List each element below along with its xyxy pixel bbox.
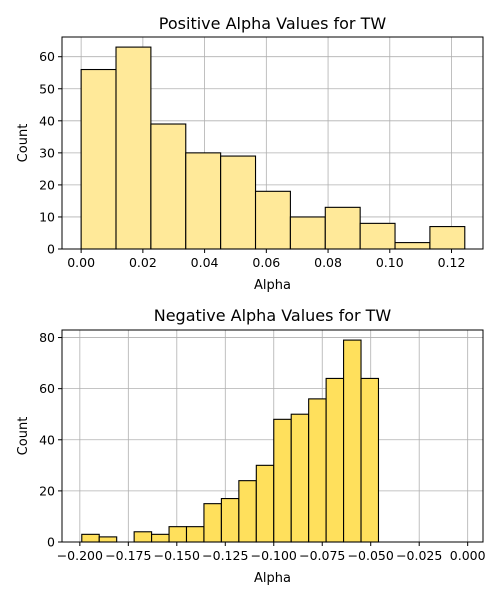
histogram-bar <box>81 533 100 543</box>
x-ticks: 0.00 0.02 0.04 0.06 0.08 0.10 0.12 <box>67 249 465 270</box>
histogram-bar <box>220 498 240 543</box>
bars <box>80 46 466 250</box>
histogram-bar <box>150 123 187 250</box>
histogram-bar <box>325 377 345 543</box>
histogram-bar <box>185 152 222 250</box>
histogram-bar <box>360 377 380 543</box>
x-tick-label: 0.06 <box>252 255 280 270</box>
x-tick-label: −0.025 <box>396 548 442 563</box>
histogram-bar <box>80 68 117 250</box>
x-axis-label: Alpha <box>254 278 291 293</box>
histogram-bar <box>255 464 275 543</box>
histogram-bar <box>359 222 396 250</box>
x-tick-label: −0.175 <box>105 548 151 563</box>
histogram-bar <box>220 155 257 250</box>
histogram-bar <box>273 418 292 543</box>
x-tick-label: 0.000 <box>450 548 486 563</box>
y-tick-label: 0 <box>47 242 55 257</box>
y-tick-label: 10 <box>39 209 55 224</box>
x-tick-label: 0.04 <box>191 255 219 270</box>
x-tick-label: −0.200 <box>57 548 103 563</box>
y-tick-label: 20 <box>39 177 55 192</box>
x-ticks: −0.200 −0.175 −0.150 −0.125 −0.100 −0.075 −0.0… <box>57 542 486 563</box>
y-tick-label: 0 <box>47 535 55 550</box>
y-ticks: 0 20 40 60 80 <box>39 330 62 550</box>
histogram-bar <box>394 242 431 250</box>
y-tick-label: 80 <box>39 330 55 345</box>
y-tick-label: 60 <box>39 381 55 396</box>
y-tick-label: 30 <box>39 145 55 160</box>
y-axis-label: Count <box>16 124 31 163</box>
x-tick-label: 0.12 <box>438 255 466 270</box>
axes-frame <box>61 329 484 543</box>
y-tick-label: 40 <box>39 432 55 447</box>
histogram-bar <box>290 413 310 543</box>
x-tick-label: −0.150 <box>154 548 200 563</box>
axes-frame <box>61 36 484 250</box>
x-tick-label: −0.125 <box>202 548 248 563</box>
histogram-bar <box>343 339 362 543</box>
x-tick-label: 0.10 <box>376 255 404 270</box>
y-tick-label: 20 <box>39 483 55 498</box>
histogram-bar <box>324 206 361 250</box>
bars <box>81 339 380 543</box>
chart-1: 0.00 0.02 0.04 0.06 0.08 0.10 0.12 0 10 20 30 40 50 6… <box>16 14 484 293</box>
x-tick-label: −0.050 <box>348 548 394 563</box>
x-tick-label: 0.02 <box>129 255 157 270</box>
histogram-bar <box>168 526 188 543</box>
histogram-bar <box>133 531 153 543</box>
y-ticks: 0 10 20 30 40 50 60 <box>39 49 62 257</box>
histogram-bar <box>238 480 257 543</box>
y-tick-label: 50 <box>39 81 55 96</box>
chart-title: Negative Alpha Values for TW <box>154 306 392 325</box>
histogram-bar <box>151 533 170 543</box>
x-tick-label: −0.075 <box>299 548 345 563</box>
histogram-bar <box>254 190 291 250</box>
y-axis-label: Count <box>16 417 31 456</box>
histogram-bar <box>429 226 466 250</box>
x-axis-label: Alpha <box>254 571 291 586</box>
x-tick-label: 0.00 <box>67 255 95 270</box>
x-tick-label: 0.08 <box>314 255 342 270</box>
y-tick-label: 60 <box>39 49 55 64</box>
histogram-bar <box>185 526 205 543</box>
histogram-bar <box>203 503 222 543</box>
x-tick-label: −0.100 <box>251 548 297 563</box>
histogram-bar <box>98 536 118 543</box>
histogram-bar <box>308 398 327 543</box>
histogram-bar <box>289 216 326 250</box>
chart-2: −0.200 −0.175 −0.150 −0.125 −0.100 −0.075 −0.0… <box>16 306 486 586</box>
chart-title: Positive Alpha Values for TW <box>159 14 387 33</box>
histogram-bar <box>115 46 152 250</box>
y-tick-label: 40 <box>39 113 55 128</box>
